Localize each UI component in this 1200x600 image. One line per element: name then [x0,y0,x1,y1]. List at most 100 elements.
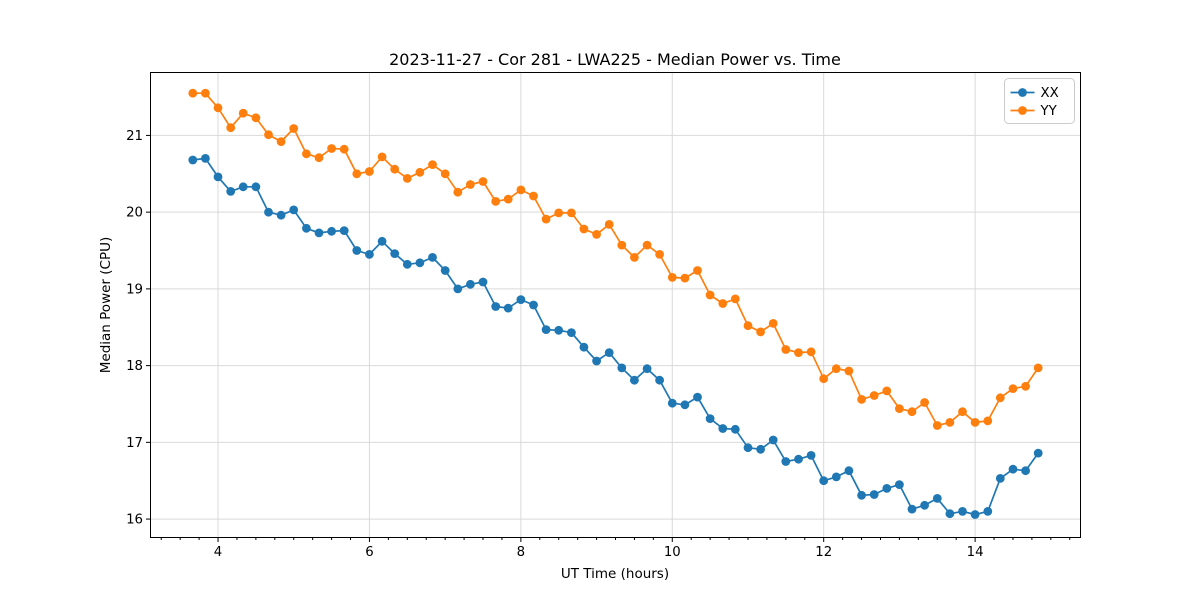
marker-XX [453,284,463,294]
marker-YY [958,407,967,417]
marker-XX [844,466,854,476]
marker-XX [642,364,652,374]
marker-YY [756,327,765,337]
marker-XX [478,277,488,287]
marker-XX [428,253,437,262]
marker-XX [302,223,311,233]
marker-YY [251,113,261,123]
marker-XX [831,472,841,482]
marker-YY [503,194,513,204]
marker-YY [516,185,526,195]
marker-YY [907,407,917,417]
marker-XX [440,266,450,275]
marker-XX [1033,448,1043,458]
marker-XX [238,182,248,192]
marker-XX [604,348,614,357]
marker-YY [466,180,475,189]
marker-XX [402,259,412,269]
marker-XX [932,494,942,503]
x-tick-label: 12 [815,545,832,560]
marker-XX [226,187,236,196]
y-tick-label: 17 [126,436,143,451]
marker-YY [995,393,1005,403]
y-tick-label: 19 [126,282,143,297]
marker-YY [188,88,198,98]
marker-YY [440,169,450,179]
legend-marker-YY [1018,106,1027,115]
marker-XX [920,500,929,510]
marker-YY [743,321,753,331]
marker-YY [453,187,463,197]
y-tick-label: 18 [126,359,143,374]
marker-XX [503,303,513,313]
marker-XX [415,258,425,268]
marker-YY [630,253,639,262]
marker-YY [554,208,564,218]
marker-YY [289,124,299,133]
marker-YY [806,347,816,357]
marker-XX [377,236,387,246]
marker-XX [794,454,803,464]
grid-layer [150,72,1081,538]
marker-XX [806,451,816,460]
marker-XX [1008,464,1018,474]
marker-YY [402,174,412,183]
marker-XX [201,154,210,163]
marker-XX [895,480,904,489]
marker-XX [390,249,400,258]
marker-XX [529,300,538,310]
marker-YY [592,230,601,239]
marker-YY [781,345,791,354]
marker-XX [289,205,299,215]
marker-YY [478,177,488,186]
x-tick-label: 10 [664,545,681,560]
marker-XX [1021,466,1030,476]
marker-XX [655,375,664,385]
marker-YY [314,153,324,163]
marker-XX [554,325,564,335]
legend-label-YY: YY [1040,104,1058,119]
marker-XX [314,228,324,238]
marker-YY [768,319,778,328]
marker-YY [857,395,866,404]
marker-YY [491,197,501,206]
marker-YY [377,152,387,162]
marker-YY [655,250,664,259]
marker-YY [642,240,652,250]
marker-XX [592,356,601,366]
marker-YY [932,421,942,430]
x-tick-label: 6 [365,545,373,560]
marker-XX [567,328,576,337]
legend-label-XX: XX [1041,86,1059,101]
marker-YY [213,103,223,113]
y-tick-label: 16 [126,513,143,528]
y-axis-label: Median Power (CPU) [98,237,114,373]
marker-XX [667,398,677,408]
marker-YY [201,88,210,98]
marker-YY [567,208,576,218]
marker-YY [327,144,336,153]
marker-YY [604,220,614,229]
marker-XX [857,490,866,500]
marker-XX [491,302,501,311]
marker-YY [869,391,879,400]
marker-XX [680,400,690,410]
marker-XX [693,392,702,402]
x-tick-label: 4 [214,545,222,560]
marker-YY [705,290,715,300]
marker-YY [365,167,374,176]
marker-YY [541,214,551,224]
marker-YY [302,149,311,159]
marker-YY [680,273,690,283]
marker-XX [339,226,349,236]
marker-XX [958,507,967,516]
marker-XX [251,182,261,192]
marker-XX [466,279,475,289]
marker-YY [667,273,677,282]
marker-XX [756,444,765,454]
y-tick-label: 21 [126,129,143,144]
marker-YY [693,266,702,275]
axes-layer: 4 6 8 10 12 14 16 17 18 19 20 21 [126,72,1081,560]
